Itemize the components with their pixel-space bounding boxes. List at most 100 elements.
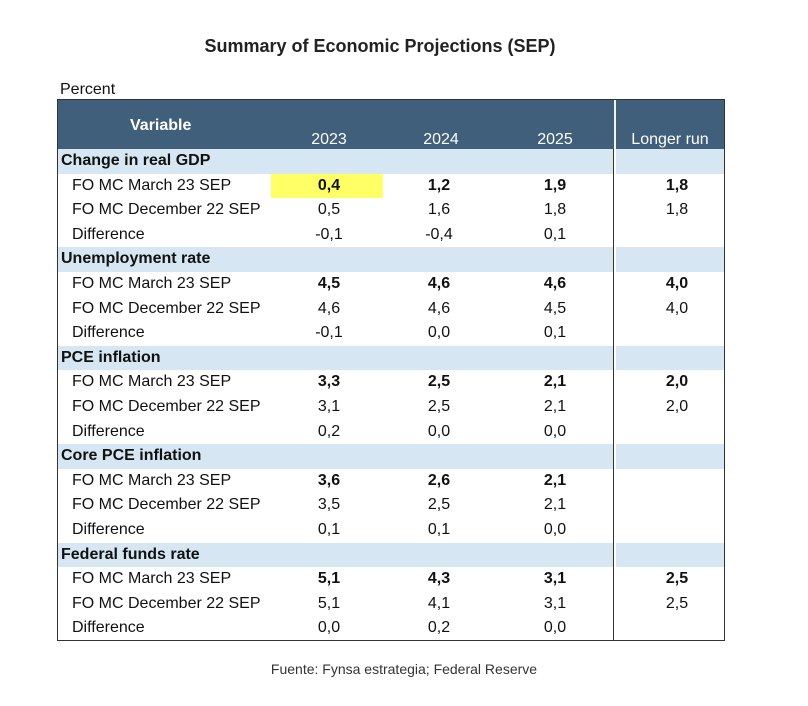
value-cell: 5,1 xyxy=(317,570,341,588)
source-note: Fuente: Fynsa estrategia; Federal Reserv… xyxy=(270,661,538,677)
table-row: Difference -0,1 -0,4 0,1 xyxy=(58,223,724,248)
header-longer-run: Longer run xyxy=(631,131,709,148)
row-label: Difference xyxy=(72,619,145,637)
row-label: FO MC December 22 SEP xyxy=(72,201,261,219)
section-gap xyxy=(614,345,616,371)
row-label: FO MC March 23 SEP xyxy=(72,373,232,391)
value-cell: 4,5 xyxy=(317,275,341,292)
value-cell: 4,5 xyxy=(543,299,567,317)
table-row: FO MC March 23 SEP 5,1 4,3 3,1 2,5 xyxy=(58,567,724,592)
section-row: Core PCE inflation xyxy=(58,444,724,469)
value-cell: 2,5 xyxy=(665,594,689,612)
header-variable: Variable xyxy=(130,117,192,134)
value-cell: 4,6 xyxy=(427,275,451,292)
value-cell: 2,1 xyxy=(543,471,567,489)
row-label: FO MC March 23 SEP xyxy=(72,275,232,292)
value-cell: 2,1 xyxy=(543,496,567,514)
header-2025: 2025 xyxy=(537,131,573,148)
row-label: FO MC March 23 SEP xyxy=(72,176,232,194)
value-cell: 3,3 xyxy=(317,373,341,391)
value-cell: 2,6 xyxy=(427,471,451,489)
table-row: FO MC March 23 SEP 3,3 2,5 2,1 2,0 xyxy=(58,370,724,395)
row-label: Difference xyxy=(72,225,145,243)
section-gap xyxy=(614,542,616,568)
row-label: FO MC March 23 SEP xyxy=(72,471,232,489)
row-label: Difference xyxy=(72,422,145,440)
value-cell: 4,1 xyxy=(427,594,451,612)
value-cell: 0,0 xyxy=(317,619,341,637)
value-cell: 1,6 xyxy=(427,201,451,219)
section-row: Unemployment rate xyxy=(58,247,724,272)
value-cell: 2,0 xyxy=(665,373,689,391)
value-cell: 4,6 xyxy=(427,299,451,317)
value-cell: 4,0 xyxy=(665,299,689,317)
value-cell: 1,9 xyxy=(543,176,567,194)
table-row: Difference 0,0 0,2 0,0 xyxy=(58,616,724,641)
longer-run-divider xyxy=(613,149,614,641)
value-cell: 3,5 xyxy=(317,496,341,514)
value-cell: 2,1 xyxy=(543,398,567,415)
value-cell: 1,2 xyxy=(427,176,451,194)
value-cell: 0,4 xyxy=(317,176,341,194)
value-cell: 0,2 xyxy=(317,422,341,440)
section-row: Change in real GDP xyxy=(58,149,724,174)
unit-label: Percent xyxy=(60,81,116,98)
value-cell: 2,0 xyxy=(665,398,689,415)
value-cell: 0,1 xyxy=(317,521,341,538)
value-cell: 2,5 xyxy=(427,496,451,514)
table-row: Difference 0,1 0,1 0,0 xyxy=(58,518,724,543)
value-cell: -0,4 xyxy=(425,225,453,243)
value-cell: 0,2 xyxy=(427,619,451,637)
value-cell: 0,1 xyxy=(543,324,567,342)
value-cell: 1,8 xyxy=(543,201,567,219)
value-cell: 0,0 xyxy=(543,422,567,440)
table-row: FO MC March 23 SEP 0,4 1,2 1,9 1,8 xyxy=(58,173,724,199)
chart-title: Summary of Economic Projections (SEP) xyxy=(204,36,556,56)
header-gap xyxy=(614,100,616,149)
header-2024: 2024 xyxy=(423,131,459,148)
table-row: FO MC December 22 SEP 0,5 1,6 1,8 1,8 xyxy=(58,198,724,223)
section-gap xyxy=(614,149,616,174)
value-cell: 3,1 xyxy=(543,594,567,612)
value-cell: 3,1 xyxy=(543,570,567,588)
table-row: FO MC December 22 SEP 5,1 4,1 3,1 2,5 xyxy=(58,592,724,617)
value-cell: 4,6 xyxy=(543,275,567,292)
row-label: FO MC December 22 SEP xyxy=(72,299,261,317)
section-label: Change in real GDP xyxy=(61,152,211,169)
table-row: FO MC March 23 SEP 4,5 4,6 4,6 4,0 xyxy=(58,272,724,297)
value-cell: 0,5 xyxy=(317,201,341,219)
value-cell: -0,1 xyxy=(315,225,343,243)
row-label: Difference xyxy=(72,324,145,342)
value-cell: 1,8 xyxy=(665,176,689,194)
value-cell: 3,1 xyxy=(317,398,341,415)
table-row: FO MC December 22 SEP 4,6 4,6 4,5 4,0 xyxy=(58,297,724,322)
value-cell: 4,6 xyxy=(317,299,341,317)
projections-table: Variable 2023 2024 2025 Longer run Chang… xyxy=(57,99,725,641)
value-cell: 4,3 xyxy=(427,570,451,588)
value-cell: -0,1 xyxy=(315,324,343,342)
value-cell: 4,0 xyxy=(665,275,689,292)
value-cell: 0,0 xyxy=(427,324,451,342)
section-gap xyxy=(614,444,616,469)
value-cell: 2,5 xyxy=(665,570,689,588)
section-label: Unemployment rate xyxy=(61,250,211,268)
value-cell: 2,1 xyxy=(543,373,567,391)
table-row: FO MC December 22 SEP 3,5 2,5 2,1 xyxy=(58,493,724,518)
header-2023: 2023 xyxy=(311,131,347,148)
row-label: FO MC December 22 SEP xyxy=(72,398,261,415)
section-gap xyxy=(614,247,616,272)
table-row: Difference -0,1 0,0 0,1 xyxy=(58,321,724,346)
section-row: PCE inflation xyxy=(58,345,724,371)
table-header: Variable 2023 2024 2025 Longer run xyxy=(58,100,724,149)
value-cell: 0,0 xyxy=(543,619,567,637)
row-label: FO MC December 22 SEP xyxy=(72,496,261,514)
value-cell: 0,1 xyxy=(427,521,451,538)
value-cell: 0,0 xyxy=(427,422,451,440)
value-cell: 0,0 xyxy=(543,521,567,538)
value-cell: 0,1 xyxy=(543,225,567,243)
row-label: Difference xyxy=(72,521,145,538)
table-row: Difference 0,2 0,0 0,0 xyxy=(58,420,724,445)
section-label: PCE inflation xyxy=(61,348,161,366)
value-cell: 1,8 xyxy=(665,201,689,219)
value-cell: 2,5 xyxy=(427,373,451,391)
